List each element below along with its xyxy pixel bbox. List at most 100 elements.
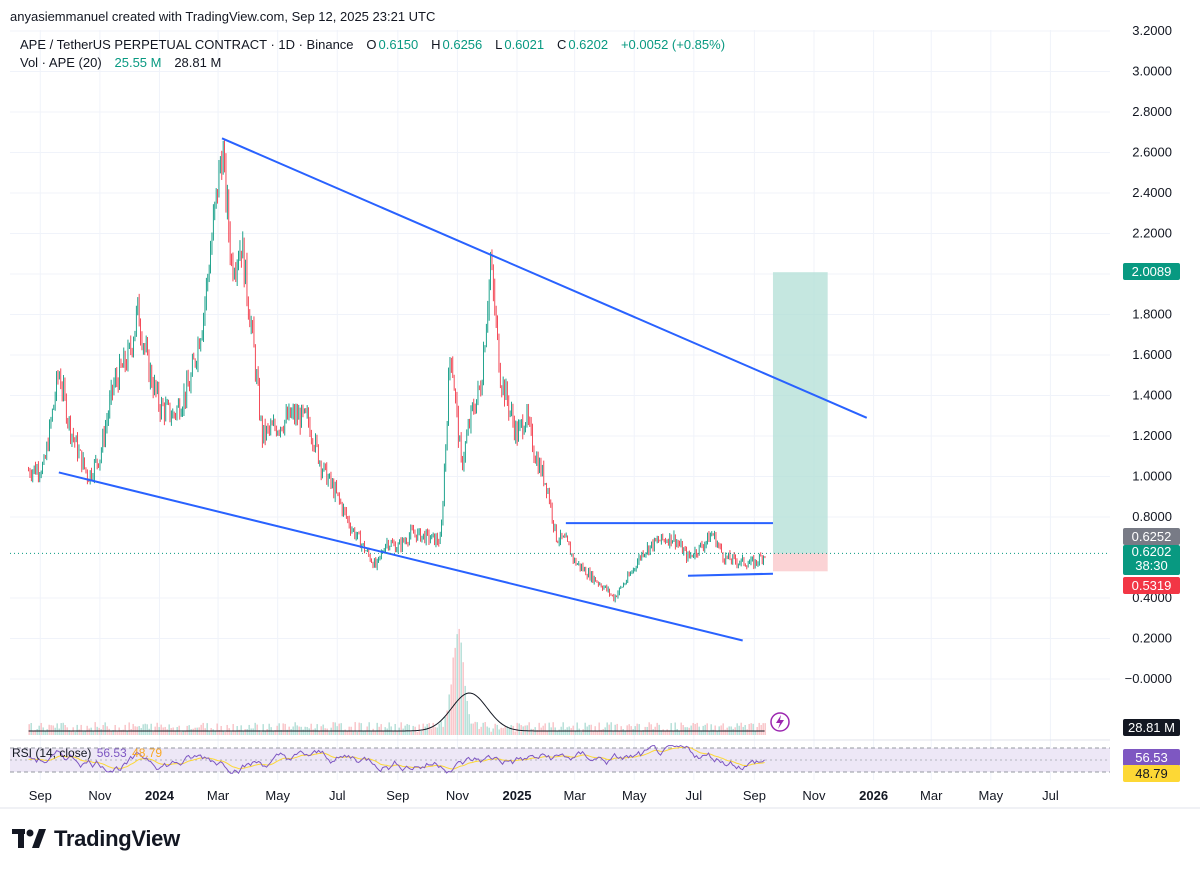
volume-bar (418, 724, 420, 735)
volume-bar (694, 723, 696, 735)
volume-bar (584, 722, 586, 735)
volume-bar (272, 730, 274, 735)
volume-bar (222, 731, 224, 735)
x-tick-label: Mar (563, 788, 586, 803)
volume-bar (712, 729, 714, 735)
candles-group (28, 140, 766, 603)
volume-bar (212, 729, 214, 735)
volume-bar (580, 731, 582, 735)
volume-bar (132, 723, 134, 735)
volume-bar (52, 725, 54, 735)
volume-bar (58, 728, 60, 735)
volume-bar (354, 722, 356, 735)
volume-bar (658, 724, 660, 735)
volume-bar (432, 722, 434, 735)
volume-bar (490, 731, 492, 735)
volume-bar (322, 724, 324, 735)
y-tick-label: 2.4000 (1132, 185, 1172, 200)
volume-bar (660, 730, 662, 735)
volume-bar (516, 722, 518, 735)
volume-bar (88, 728, 90, 735)
volume-bar (526, 725, 528, 735)
volume-bar (452, 657, 454, 735)
volume-bar (324, 728, 326, 735)
volume-bar (202, 722, 204, 735)
volume-bar (460, 642, 462, 735)
volume-bar (44, 731, 46, 735)
volume-bar (446, 710, 448, 735)
volume-bar (472, 723, 474, 735)
volume-bar (216, 723, 218, 735)
volume-bar (308, 728, 310, 735)
volume-bar (76, 724, 78, 735)
volume-bar (404, 725, 406, 735)
x-tick-label: Jul (686, 788, 703, 803)
volume-label[interactable]: Vol · APE (20) (20, 55, 102, 70)
x-tick-label: May (979, 788, 1004, 803)
x-tick-label: Jul (1042, 788, 1059, 803)
volume-bar (268, 723, 270, 735)
volume-bar (240, 725, 242, 735)
symbol-name[interactable]: APE / TetherUS PERPETUAL CONTRACT · 1D ·… (20, 37, 354, 52)
volume-bar (316, 724, 318, 735)
volume-bar (274, 730, 276, 735)
volume-bar (46, 729, 48, 735)
y-tick-label: 3.0000 (1132, 64, 1172, 79)
volume-bar (538, 722, 540, 735)
volume-bar (100, 729, 102, 735)
tradingview-logo[interactable]: TradingView (12, 826, 180, 852)
x-tick-label: Sep (29, 788, 52, 803)
volume-bar (596, 731, 598, 735)
volume-bar (228, 728, 230, 735)
high-label: H (431, 37, 441, 52)
volume-bar (238, 729, 240, 735)
volume-bar (506, 726, 508, 735)
volume-bar (48, 724, 50, 735)
volume-bar (184, 730, 186, 735)
volume-bar (544, 723, 546, 735)
x-tick-label: Nov (802, 788, 826, 803)
volume-bar (244, 729, 246, 735)
open-value: 0.6150 (378, 37, 419, 52)
lightning-icon[interactable] (770, 712, 790, 732)
volume-bar (152, 731, 154, 735)
volume-bar (528, 722, 530, 735)
volume-bar (230, 731, 232, 735)
volume-bar (614, 724, 616, 735)
rsi-label[interactable]: RSI (14, close) (12, 746, 92, 760)
volume-bar (624, 730, 626, 735)
volume-bar (234, 730, 236, 735)
last-price-tag: 0.6202 38:30 (1123, 545, 1180, 575)
y-tick-label: 1.6000 (1132, 347, 1172, 362)
volume-bar (710, 724, 712, 735)
volume-bar (598, 722, 600, 735)
volume-bar (226, 724, 228, 735)
volume-bar (428, 723, 430, 735)
x-tick-label: Mar (207, 788, 230, 803)
volume-bar (670, 723, 672, 735)
y-tick-label: 0.8000 (1132, 509, 1172, 524)
y-tick-label: 1.4000 (1132, 388, 1172, 403)
volume-bar (754, 731, 756, 735)
x-tick-label: 2026 (859, 788, 888, 803)
volume-bar (440, 721, 442, 735)
volume-bar (696, 722, 698, 735)
volume-bar (652, 729, 654, 735)
volume-bar (486, 726, 488, 735)
volume-bar (406, 724, 408, 735)
volume-bar (638, 724, 640, 735)
x-tick-label: Sep (743, 788, 766, 803)
rsi-tag: 56.53 (1123, 749, 1180, 766)
volume-bar (394, 723, 396, 735)
volume-bar (588, 724, 590, 735)
volume-bar (656, 722, 658, 735)
volume-bar (166, 729, 168, 735)
volume-tag: 28.81 M (1123, 719, 1180, 736)
volume-bar (114, 724, 116, 735)
volume-bar (32, 731, 34, 735)
last-price-value: 0.6202 (1131, 544, 1172, 559)
volume-bar (242, 731, 244, 735)
volume-bar (722, 723, 724, 735)
